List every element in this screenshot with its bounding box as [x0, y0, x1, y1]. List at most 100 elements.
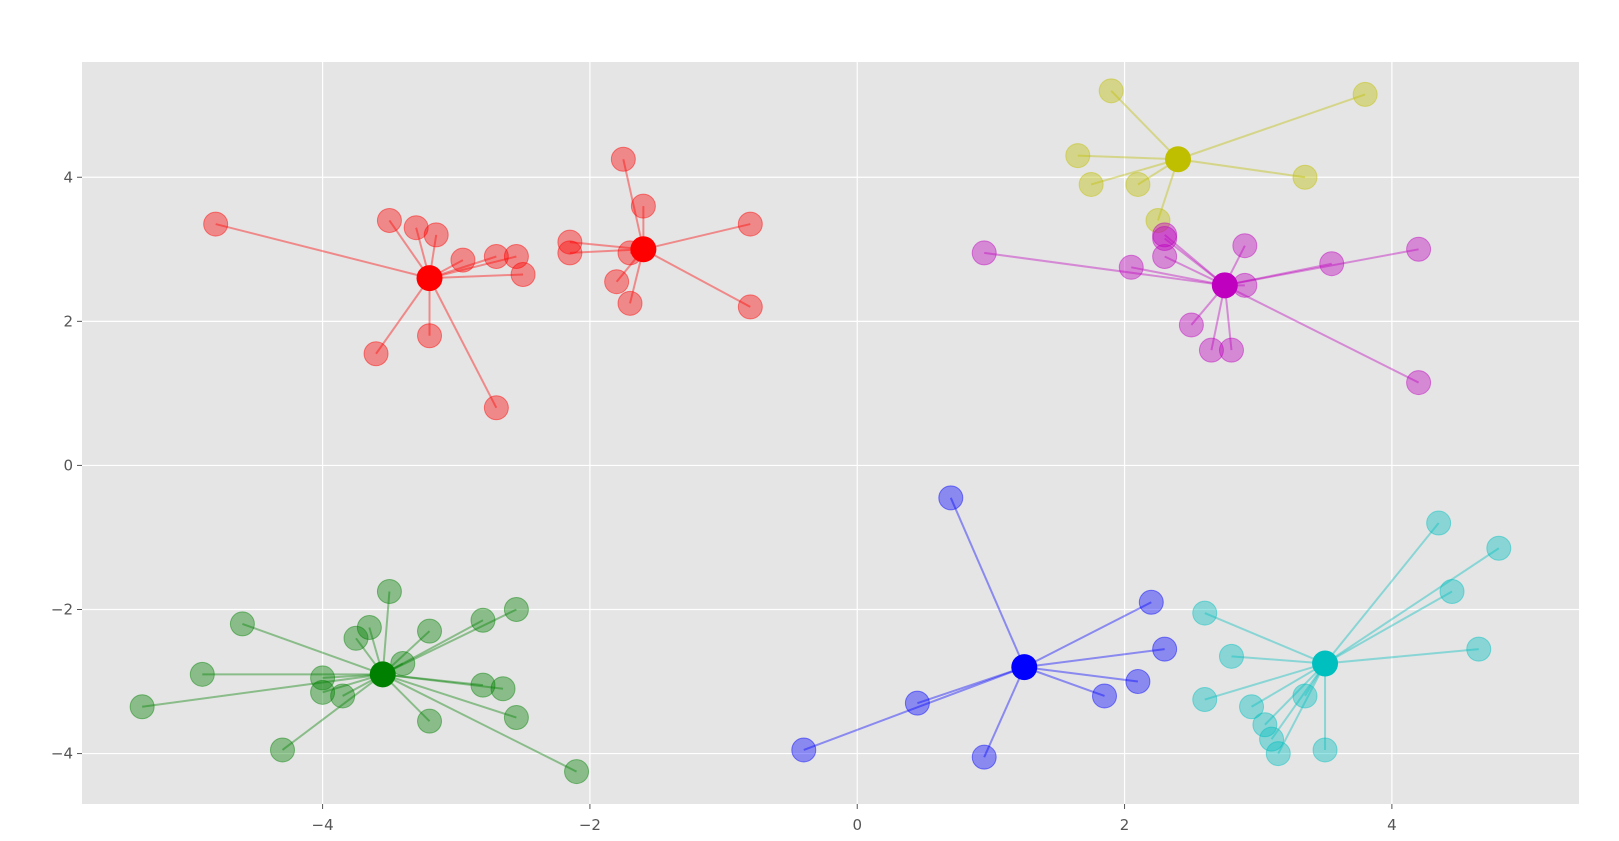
cluster-links [142, 90, 1500, 773]
cluster-point [1152, 225, 1178, 251]
cluster-link [1024, 648, 1165, 669]
cluster-link [428, 277, 498, 409]
cluster-point [376, 207, 402, 233]
cluster-link [1024, 666, 1139, 683]
cluster-point [483, 244, 509, 270]
cluster-centers [369, 146, 1339, 688]
cluster-point [503, 596, 529, 622]
cluster-point [1406, 370, 1432, 396]
cluster-point [490, 676, 516, 702]
cluster-point [610, 146, 636, 172]
cluster-center [1312, 650, 1339, 677]
cluster-center [1011, 654, 1038, 681]
cluster-link [803, 666, 1025, 751]
cluster-point [1118, 254, 1144, 280]
cluster-point [1192, 687, 1218, 713]
cluster-center [416, 265, 443, 292]
x-tick-label: 0 [852, 816, 862, 834]
cluster-point [1145, 207, 1171, 233]
cluster-link [382, 673, 577, 773]
cluster-point [1092, 683, 1118, 709]
cluster-link [1324, 648, 1479, 665]
cluster-point [1218, 337, 1244, 363]
cluster-center [1165, 146, 1192, 173]
cluster-center [1211, 272, 1238, 299]
cluster-link [429, 273, 524, 280]
cluster-point [630, 193, 656, 219]
cluster-link [1264, 662, 1326, 726]
cluster-center [630, 236, 657, 263]
cluster-link [1324, 522, 1440, 665]
cluster-point [1426, 510, 1452, 536]
cluster-link [1204, 612, 1326, 665]
cluster-point [1098, 78, 1124, 104]
cluster-point [343, 625, 369, 651]
cluster-point [483, 395, 509, 421]
y-tick-label: 4 [63, 168, 73, 186]
cluster-point [791, 737, 817, 763]
cluster-point [1125, 669, 1151, 695]
cluster-point [503, 705, 529, 731]
cluster-point [310, 679, 336, 705]
cluster-point [403, 215, 429, 241]
cluster-point [971, 240, 997, 266]
cluster-point [557, 229, 583, 255]
cluster-link [917, 666, 1025, 705]
cluster-link [382, 673, 517, 719]
cluster-point [1292, 683, 1318, 709]
cluster-point [417, 708, 443, 734]
grid-lines [82, 62, 1579, 804]
cluster-link [984, 251, 1225, 287]
cluster-point [938, 485, 964, 511]
cluster-point [1486, 535, 1512, 561]
cluster-point [1406, 236, 1432, 262]
cluster-point [390, 651, 416, 677]
plot-area [82, 62, 1579, 804]
cluster-point [1192, 600, 1218, 626]
cluster-point [1152, 636, 1178, 662]
y-tick-label: −4 [51, 745, 73, 763]
cluster-point [1466, 636, 1492, 662]
cluster-link [1224, 248, 1419, 287]
cluster-point [617, 290, 643, 316]
cluster-point [417, 618, 443, 644]
cluster-link [1324, 590, 1453, 665]
cluster-link [375, 277, 431, 355]
cluster-point [363, 341, 389, 367]
cluster-point [129, 694, 155, 720]
cluster-point [1152, 244, 1178, 270]
cluster-point [203, 211, 229, 237]
cluster-center [369, 661, 396, 688]
cluster-point [1259, 726, 1285, 752]
cluster-point [1232, 233, 1258, 259]
cluster-point [1439, 578, 1465, 604]
cluster-point [423, 222, 449, 248]
cluster-point [904, 690, 930, 716]
cluster-link [382, 619, 484, 676]
cluster-point [1252, 712, 1278, 738]
cluster-point [269, 737, 295, 763]
cluster-point [376, 578, 402, 604]
cluster-point [737, 211, 763, 237]
cluster-point [189, 661, 215, 687]
cluster-point [330, 683, 356, 709]
cluster-point [417, 323, 443, 349]
cluster-point [1078, 171, 1104, 197]
cluster-point [1178, 312, 1204, 338]
cluster-link [1270, 662, 1326, 740]
cluster-point [229, 611, 255, 637]
cluster-point [1319, 251, 1345, 277]
cluster-link [1224, 284, 1420, 384]
cluster-link [382, 608, 517, 676]
cluster-link [1251, 662, 1326, 708]
cluster-point [1125, 171, 1151, 197]
cluster-point [1239, 694, 1265, 720]
cluster-link [142, 673, 383, 708]
cluster-link [215, 223, 430, 280]
cluster-point [450, 247, 476, 273]
cluster-point [1292, 164, 1318, 190]
cluster-link [1231, 655, 1326, 665]
cluster-point [503, 244, 529, 270]
cluster-link [622, 159, 645, 250]
